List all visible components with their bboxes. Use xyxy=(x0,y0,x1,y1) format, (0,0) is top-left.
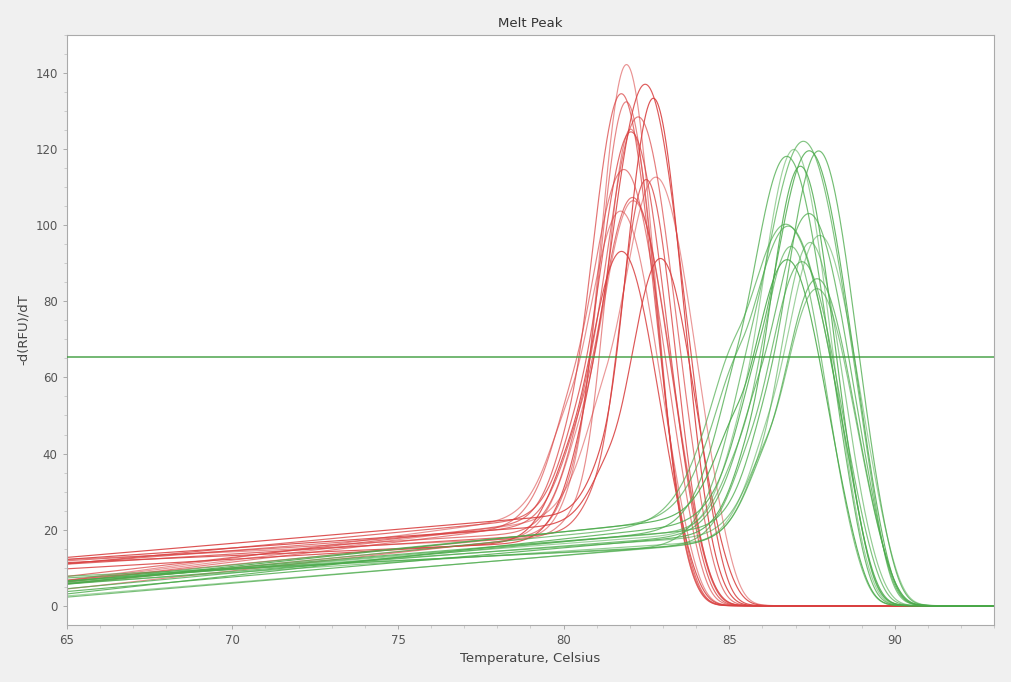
X-axis label: Temperature, Celsius: Temperature, Celsius xyxy=(460,653,601,666)
Title: Melt Peak: Melt Peak xyxy=(498,16,563,29)
Y-axis label: -d(RFU)/dT: -d(RFU)/dT xyxy=(16,295,29,366)
